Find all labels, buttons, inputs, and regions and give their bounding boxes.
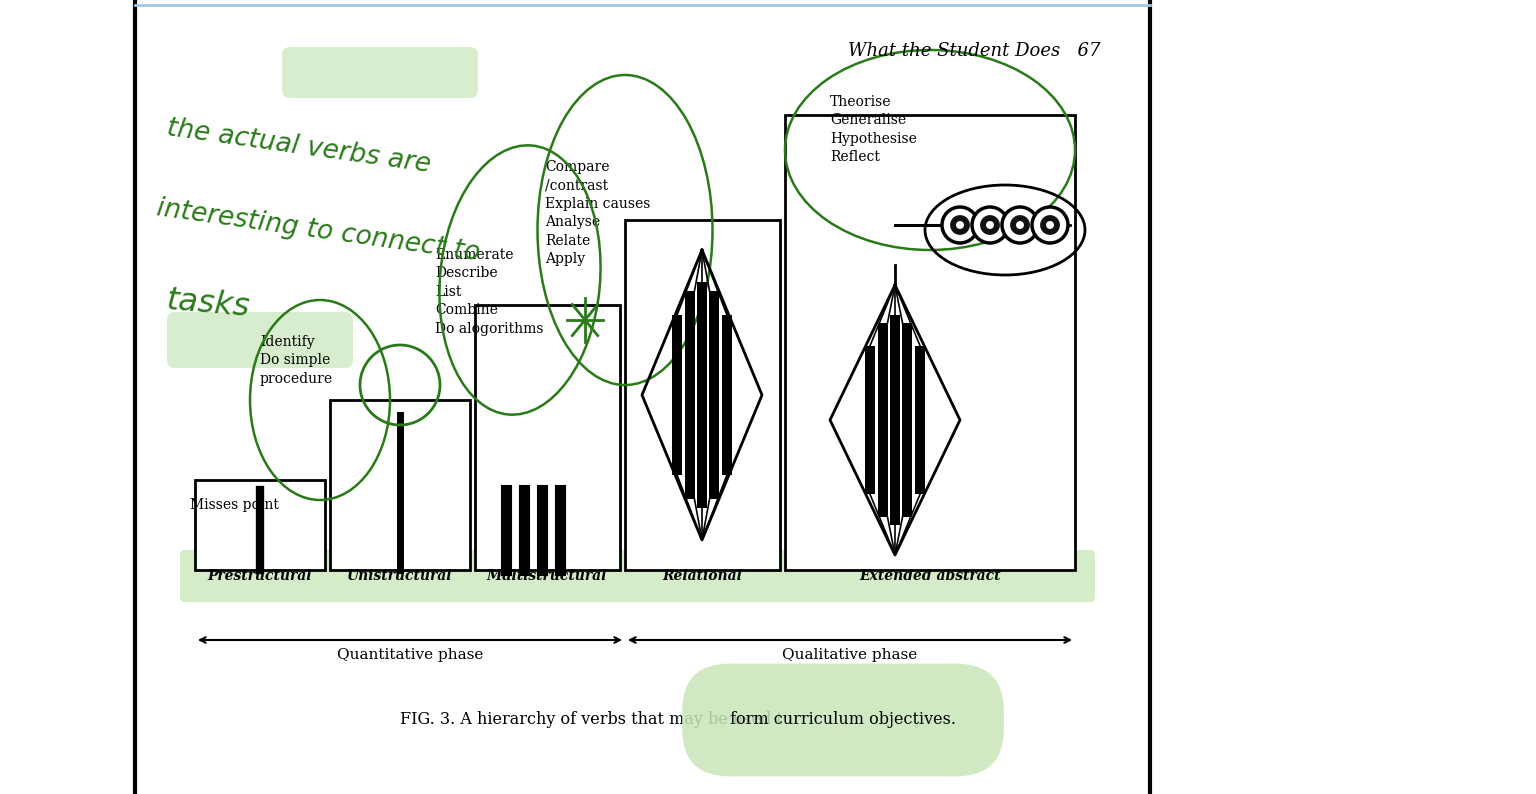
Circle shape: [1011, 215, 1031, 235]
Text: Enumerate
Describe
List
Combine
Do alogorithms: Enumerate Describe List Combine Do alogo…: [435, 248, 544, 336]
Bar: [625, 220, 780, 570]
Circle shape: [1015, 221, 1025, 229]
Text: interesting to connect to: interesting to connect to: [155, 195, 482, 266]
Circle shape: [980, 215, 1000, 235]
Text: Relational: Relational: [662, 569, 742, 583]
Text: What the Student Does   67: What the Student Does 67: [848, 42, 1100, 60]
Text: FIG. 3. A hierarchy of verbs that may be used to: FIG. 3. A hierarchy of verbs that may be…: [399, 711, 797, 729]
Circle shape: [1001, 207, 1038, 243]
Text: Qualitative phase: Qualitative phase: [782, 648, 917, 662]
Circle shape: [986, 221, 994, 229]
Circle shape: [955, 221, 965, 229]
Text: form curriculum objectives.: form curriculum objectives.: [730, 711, 955, 729]
Bar: [673, 315, 682, 475]
Text: Theorise
Generalise
Hypothesise
Reflect: Theorise Generalise Hypothesise Reflect: [829, 95, 917, 164]
Bar: [915, 345, 925, 494]
Bar: [902, 323, 912, 517]
Text: tasks: tasks: [164, 285, 252, 323]
Bar: [685, 291, 694, 499]
Bar: [889, 314, 900, 526]
Circle shape: [1046, 221, 1054, 229]
Text: Multistructural: Multistructural: [487, 569, 607, 583]
Bar: [879, 323, 888, 517]
Bar: [722, 315, 733, 475]
Circle shape: [1032, 207, 1068, 243]
Text: Compare
/contrast
Explain causes
Analyse
Relate
Apply: Compare /contrast Explain causes Analyse…: [545, 160, 650, 266]
Text: Identify
Do simple
procedure: Identify Do simple procedure: [260, 335, 333, 386]
FancyBboxPatch shape: [167, 312, 353, 368]
Bar: [865, 345, 876, 494]
FancyBboxPatch shape: [283, 47, 478, 98]
Bar: [785, 115, 1075, 570]
Text: the actual verbs are: the actual verbs are: [164, 115, 432, 178]
Circle shape: [972, 207, 1008, 243]
Circle shape: [942, 207, 978, 243]
FancyBboxPatch shape: [180, 550, 1095, 602]
Text: Unistructural: Unistructural: [347, 569, 453, 583]
Text: Misses point: Misses point: [190, 498, 280, 512]
Text: Prestructural: Prestructural: [207, 569, 312, 583]
Bar: [697, 282, 707, 508]
Circle shape: [951, 215, 969, 235]
Bar: [475, 305, 621, 570]
Text: Extended abstract: Extended abstract: [859, 569, 1001, 583]
Bar: [195, 480, 326, 570]
Bar: [710, 291, 719, 499]
Circle shape: [1040, 215, 1060, 235]
Bar: [330, 400, 470, 570]
Text: Quantitative phase: Quantitative phase: [336, 648, 484, 662]
